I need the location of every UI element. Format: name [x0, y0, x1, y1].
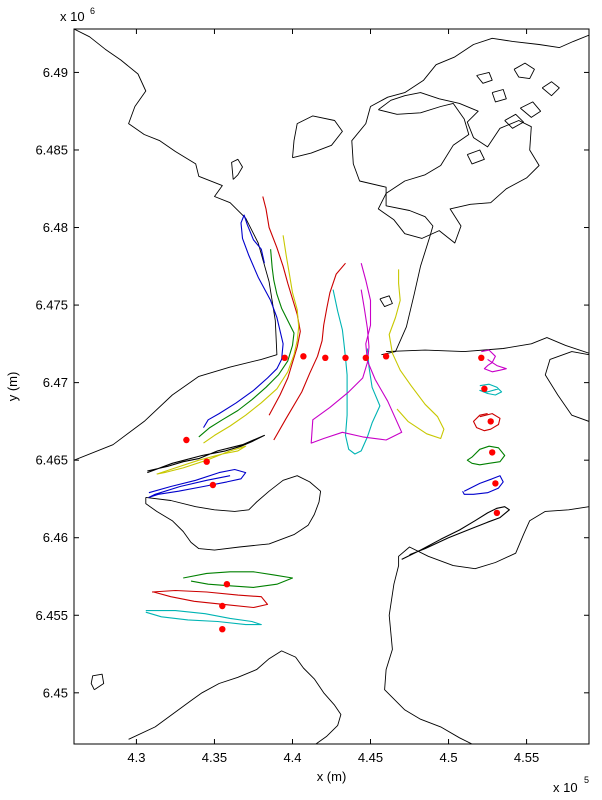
- coastline-17: [466, 149, 485, 165]
- x-tick-label: 4.3: [127, 750, 145, 765]
- y-axis-ticks: 6.45 6.455 6.46 6.465 6.47 6.475 6.48 6.485 6.49: [35, 65, 589, 700]
- release-point: [209, 481, 217, 489]
- coastline-13: [513, 62, 535, 80]
- coastline-6: [128, 650, 342, 744]
- trajectory-15: [481, 349, 507, 373]
- coastline-11: [476, 71, 493, 84]
- trajectory-11: [148, 468, 247, 498]
- y-axis-label: y (m): [5, 372, 20, 402]
- x-tick-label: 4.4: [283, 750, 301, 765]
- trajectory-18: [466, 445, 506, 466]
- x-axis-exponent: x 10 5: [553, 775, 589, 795]
- y-tick-label: 6.49: [43, 65, 68, 80]
- trajectory-19: [462, 475, 504, 495]
- x-axis-ticks: 4.3 4.35 4.4 4.45 4.5 4.55: [127, 29, 539, 765]
- coastline-12: [491, 89, 507, 103]
- y-tick-label: 6.46: [43, 530, 68, 545]
- x-exponent-power: 5: [584, 775, 589, 785]
- coastline-10: [377, 92, 540, 244]
- release-point: [183, 436, 190, 444]
- coastline-18: [379, 295, 393, 308]
- trajectory-0: [203, 214, 284, 428]
- release-point: [382, 353, 390, 360]
- release-point: [219, 626, 226, 633]
- y-tick-label: 6.47: [43, 375, 68, 390]
- trajectory-5: [332, 289, 381, 455]
- trajectory-3: [203, 235, 300, 444]
- y-tick-label: 6.48: [43, 220, 68, 235]
- trajectory-10: [156, 445, 247, 475]
- trajectory-12: [183, 571, 294, 588]
- release-point: [219, 602, 226, 610]
- y-axis-exponent: x 10 6: [60, 6, 95, 24]
- release-point: [481, 385, 488, 392]
- trajectory-9: [147, 434, 265, 474]
- coastline-16: [504, 113, 524, 129]
- coastline-7: [90, 673, 105, 691]
- release-point: [487, 418, 494, 425]
- release-point: [493, 509, 501, 517]
- trajectory-20: [401, 506, 510, 560]
- x-exponent-base: x 10: [553, 780, 578, 795]
- y-tick-label: 6.465: [35, 453, 68, 468]
- x-tick-label: 4.35: [202, 750, 227, 765]
- trajectory-14: [145, 610, 262, 626]
- plot-area: [74, 29, 589, 744]
- release-point: [322, 354, 329, 361]
- coastline-0: [74, 29, 278, 461]
- x-tick-label: 4.45: [358, 750, 383, 765]
- trajectory-4: [273, 262, 346, 441]
- release-point: [300, 353, 307, 360]
- x-tick-label: 4.55: [514, 750, 539, 765]
- release-point: [478, 354, 485, 361]
- y-tick-label: 6.485: [35, 142, 68, 157]
- axes-box: [73, 28, 590, 745]
- release-point: [362, 354, 369, 361]
- x-tick-label: 4.5: [440, 750, 458, 765]
- release-point: [281, 354, 288, 361]
- trajectory-2: [262, 196, 301, 416]
- coastline-15: [541, 81, 560, 97]
- trajectory-7: [388, 269, 445, 440]
- coastline-8: [231, 158, 243, 180]
- x-axis-label: x (m): [317, 769, 347, 784]
- release-point: [489, 449, 496, 456]
- y-tick-label: 6.455: [35, 608, 68, 623]
- coastline-1: [351, 34, 589, 356]
- trajectory-13: [151, 589, 269, 609]
- coastline-3: [544, 351, 589, 422]
- release-point: [203, 458, 210, 465]
- release-point: [492, 480, 499, 487]
- y-tick-label: 6.45: [43, 685, 68, 700]
- coastline-14: [520, 101, 542, 118]
- trajectory-1: [198, 249, 295, 438]
- y-exponent-base: x 10: [60, 9, 85, 24]
- y-exponent-power: 6: [90, 6, 95, 16]
- coastline-5: [145, 475, 322, 551]
- y-tick-label: 6.475: [35, 298, 68, 313]
- release-point: [223, 581, 231, 588]
- coastline-4: [384, 506, 589, 744]
- release-point: [342, 354, 349, 361]
- coastline-2: [386, 337, 589, 354]
- trajectory-17: [472, 413, 501, 432]
- coastline-9: [292, 115, 343, 159]
